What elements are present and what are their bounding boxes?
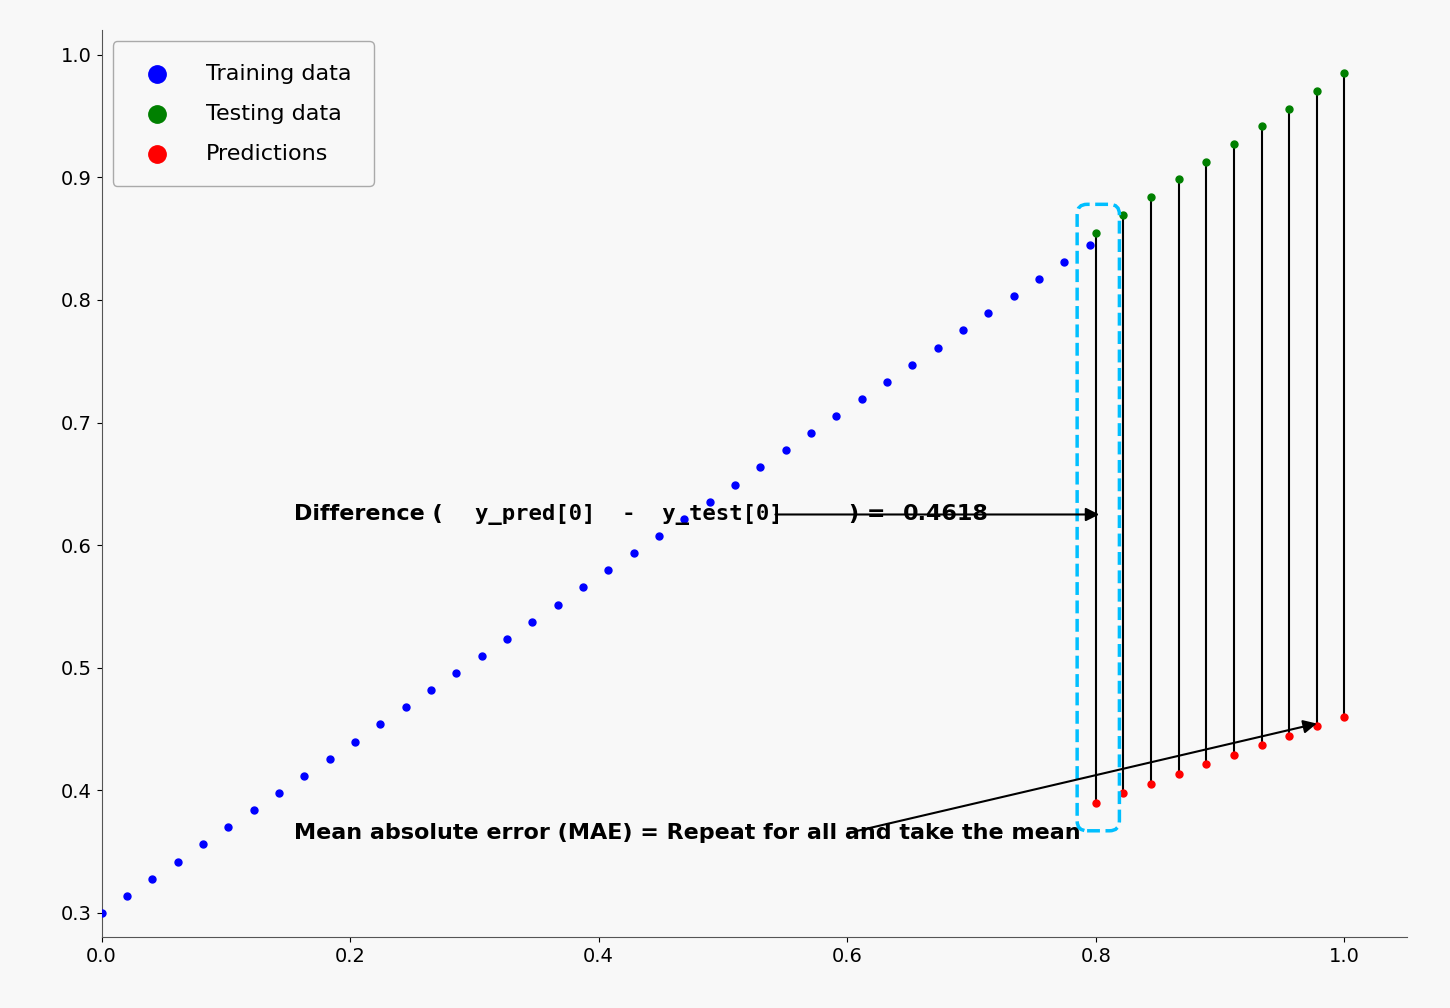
Training data bbox=[673, 511, 696, 527]
Training data bbox=[242, 802, 265, 818]
Training data bbox=[724, 477, 747, 493]
Testing data bbox=[1195, 153, 1218, 169]
Training data bbox=[622, 545, 645, 561]
Training data bbox=[951, 323, 974, 339]
Text: y_pred[0]  -  y_test[0]: y_pred[0] - y_test[0] bbox=[476, 504, 783, 525]
Predictions bbox=[1250, 737, 1273, 753]
Training data bbox=[344, 734, 367, 750]
Text: ) =: ) = bbox=[850, 504, 893, 524]
Training data bbox=[825, 408, 848, 424]
Training data bbox=[165, 854, 188, 870]
Training data bbox=[368, 717, 392, 733]
Testing data bbox=[1140, 190, 1163, 206]
Training data bbox=[876, 374, 899, 390]
Training data bbox=[216, 820, 239, 836]
Training data bbox=[697, 494, 721, 510]
Training data bbox=[470, 648, 493, 664]
Predictions bbox=[1112, 785, 1135, 801]
Text: Difference (: Difference ( bbox=[294, 504, 442, 524]
Testing data bbox=[1222, 136, 1246, 152]
Text: 0.4618: 0.4618 bbox=[903, 504, 989, 524]
Training data bbox=[115, 888, 138, 904]
Training data bbox=[547, 597, 570, 613]
Predictions bbox=[1277, 728, 1301, 744]
Training data bbox=[596, 562, 619, 579]
Training data bbox=[1077, 237, 1101, 253]
Predictions bbox=[1195, 756, 1218, 772]
Text: Mean absolute error (MAE) = Repeat for all and take the mean: Mean absolute error (MAE) = Repeat for a… bbox=[294, 824, 1080, 844]
Predictions bbox=[1085, 794, 1108, 810]
Testing data bbox=[1305, 83, 1328, 99]
Training data bbox=[293, 768, 316, 784]
Predictions bbox=[1222, 747, 1246, 763]
Training data bbox=[977, 305, 1000, 322]
Testing data bbox=[1085, 225, 1108, 241]
Training data bbox=[799, 425, 822, 442]
Training data bbox=[850, 391, 873, 407]
Training data bbox=[1053, 254, 1076, 270]
Training data bbox=[267, 785, 290, 801]
Training data bbox=[419, 682, 442, 699]
Training data bbox=[774, 443, 798, 459]
Testing data bbox=[1277, 101, 1301, 117]
Training data bbox=[394, 700, 418, 716]
Training data bbox=[191, 837, 215, 853]
Training data bbox=[571, 580, 594, 596]
Training data bbox=[1027, 271, 1050, 287]
Predictions bbox=[1305, 719, 1328, 735]
Training data bbox=[748, 460, 771, 476]
Training data bbox=[647, 528, 670, 544]
Testing data bbox=[1250, 118, 1273, 134]
Testing data bbox=[1167, 171, 1190, 187]
Training data bbox=[90, 905, 113, 921]
Training data bbox=[496, 631, 519, 647]
Training data bbox=[900, 357, 924, 373]
Training data bbox=[521, 614, 544, 630]
Legend: Training data, Testing data, Predictions: Training data, Testing data, Predictions bbox=[113, 41, 374, 185]
Training data bbox=[445, 665, 468, 681]
Predictions bbox=[1167, 766, 1190, 782]
Training data bbox=[141, 871, 164, 887]
Predictions bbox=[1140, 775, 1163, 791]
Training data bbox=[927, 340, 950, 356]
Training data bbox=[318, 751, 341, 767]
Testing data bbox=[1333, 66, 1356, 82]
Testing data bbox=[1112, 207, 1135, 223]
Training data bbox=[1002, 288, 1025, 304]
Predictions bbox=[1333, 709, 1356, 725]
